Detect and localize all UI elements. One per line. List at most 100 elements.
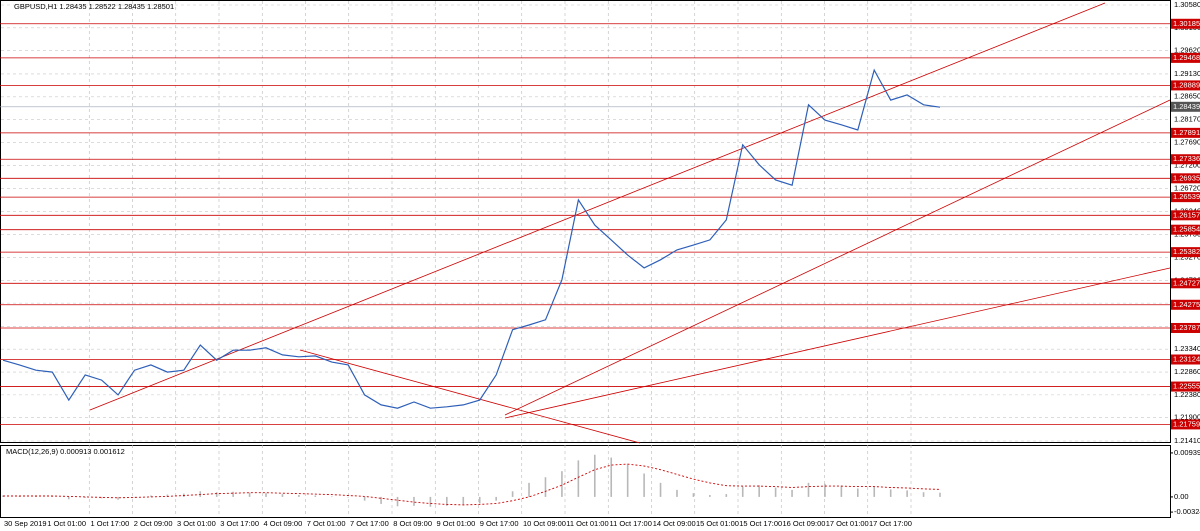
macd-bar [857, 488, 859, 497]
macd-bar [676, 489, 678, 497]
level-label: 1.24727 [1173, 278, 1200, 287]
level-label: 1.23124 [1173, 354, 1200, 363]
level-label: 1.21759 [1173, 419, 1200, 428]
macd-bar [626, 464, 629, 497]
y-tick-label: 1.21410 [1174, 436, 1200, 445]
y-tick-label: 1.22380 [1174, 390, 1200, 399]
y-tick-label: 1.23340 [1174, 344, 1200, 353]
level-label-bg [1171, 127, 1200, 138]
level-label: 1.27336 [1173, 154, 1200, 163]
main-panel [0, 0, 1171, 443]
macd-bar [330, 496, 333, 497]
level-label-bg [1171, 299, 1200, 310]
x-tick-label: 8 Oct 09:00 [393, 519, 432, 528]
macd-bar [265, 493, 267, 497]
x-tick-label: 16 Oct 09:00 [783, 519, 826, 528]
macd-bar [561, 471, 563, 497]
macd-bar [133, 496, 136, 498]
macd-bar [906, 490, 908, 497]
y-tick-label: 1.30580 [1174, 0, 1200, 9]
macd-bar [577, 460, 580, 497]
macd-bar [840, 485, 843, 497]
level-label: 1.26539 [1173, 192, 1200, 201]
level-label-bg [1171, 52, 1200, 63]
macd-bar [528, 482, 530, 497]
price-line [2, 68, 941, 409]
level-label: 1.24275 [1173, 300, 1200, 309]
level-label-bg [1171, 80, 1200, 91]
macd-bar [35, 496, 37, 497]
x-tick-label: 30 Sep 2019 [4, 519, 47, 528]
x-tick-label: 15 Oct 17:00 [739, 519, 782, 528]
macd-bar [643, 473, 645, 497]
macd-bar [922, 492, 925, 497]
x-tick-label: 11 Oct 01:00 [566, 519, 608, 528]
y-tick-label: 1.26720 [1174, 184, 1200, 193]
macd-bar [380, 496, 382, 504]
macd-bar [363, 496, 366, 501]
y-tick-label: 0.009392 [1174, 448, 1200, 457]
level-label-bg [1171, 18, 1200, 29]
macd-bar [741, 486, 744, 497]
level-label: 1.28889 [1173, 80, 1200, 89]
current-price-label: 1.28439 [1173, 102, 1200, 111]
level-label-bg [1171, 224, 1200, 235]
macd-bar [709, 495, 711, 497]
macd-bar [100, 496, 103, 499]
x-tick-label: 2 Oct 09:00 [134, 519, 173, 528]
macd-bar [232, 491, 234, 497]
macd-bar [199, 491, 202, 497]
y-tick-label: 1.21900 [1174, 413, 1200, 422]
level-label-bg [1171, 278, 1200, 289]
level-label: 1.23787 [1173, 323, 1200, 332]
marks [2, 68, 941, 507]
x-tick-label: 4 Oct 09:00 [264, 519, 303, 528]
level-label: 1.27891 [1173, 128, 1200, 137]
y-tick-label: -0.00324 [1174, 507, 1200, 516]
macd-bar [347, 496, 350, 498]
macd-bar [281, 494, 284, 497]
level-label: 1.29468 [1173, 53, 1200, 62]
trend-line [89, 2, 1106, 411]
macd-bar [396, 496, 399, 507]
macd-bar [215, 492, 218, 497]
macd-bar [807, 482, 810, 497]
x-tick-label: 11 Oct 17:00 [610, 519, 652, 528]
level-label-bg [1171, 154, 1200, 165]
macd-bar [659, 482, 662, 497]
y-tick-label: 1.27690 [1174, 137, 1200, 146]
macd-bar [692, 493, 695, 497]
current-price-bg [1171, 101, 1200, 112]
macd-bar [824, 483, 826, 497]
macd-bar [298, 495, 300, 497]
macd-bar [413, 496, 415, 506]
macd-bar [150, 495, 152, 497]
x-tick-label: 3 Oct 01:00 [177, 519, 216, 528]
macd-bar [873, 486, 876, 497]
y-tick-label: 0.00 [1174, 492, 1189, 501]
macd-bar [610, 457, 613, 497]
macd-bar [725, 494, 728, 497]
macd-bar [495, 496, 497, 501]
macd-bar [429, 496, 432, 507]
x-tick-label: 1 Oct 01:00 [47, 519, 86, 528]
y-tick-label: 1.27200 [1174, 161, 1200, 170]
macd-panel [0, 445, 1171, 518]
macd-bar [84, 496, 86, 498]
macd-bar [889, 489, 892, 497]
levels [0, 23, 1170, 425]
y-tick-label: 1.29620 [1174, 46, 1200, 55]
macd-bar [67, 496, 70, 500]
x-tick-label: 15 Oct 01:00 [696, 519, 739, 528]
x-tick-label: 7 Oct 17:00 [350, 519, 389, 528]
x-tick-label: 9 Oct 17:00 [480, 519, 519, 528]
level-label-bg [1171, 210, 1200, 221]
macd-bar [446, 496, 448, 506]
macd-bar [774, 487, 777, 497]
level-label: 1.30185 [1173, 19, 1200, 28]
x-tick-label: 14 Oct 09:00 [653, 519, 696, 528]
level-label: 1.25382 [1173, 247, 1200, 256]
y-tick-label: 1.22860 [1174, 367, 1200, 376]
